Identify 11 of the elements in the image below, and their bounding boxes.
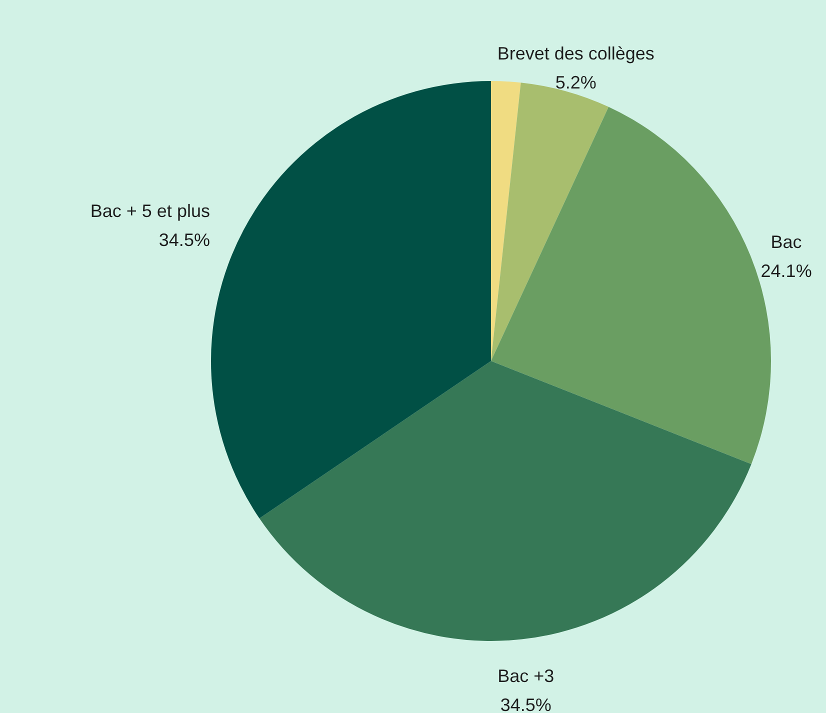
data-label: 5.2% [555, 72, 596, 93]
slice-label: Bac [770, 232, 802, 252]
slice-label: Bac + 5 et plus [90, 201, 210, 222]
slice-label: Brevet des collèges [497, 44, 654, 64]
pie-slice [259, 361, 752, 641]
data-label: 24.1% [760, 261, 812, 282]
data-label: 34.5% [500, 695, 552, 713]
pie-slice [211, 81, 491, 518]
data-label: 34.5% [158, 230, 210, 250]
slice-label: Bac +3 [498, 666, 554, 686]
pie-slice [491, 81, 521, 361]
